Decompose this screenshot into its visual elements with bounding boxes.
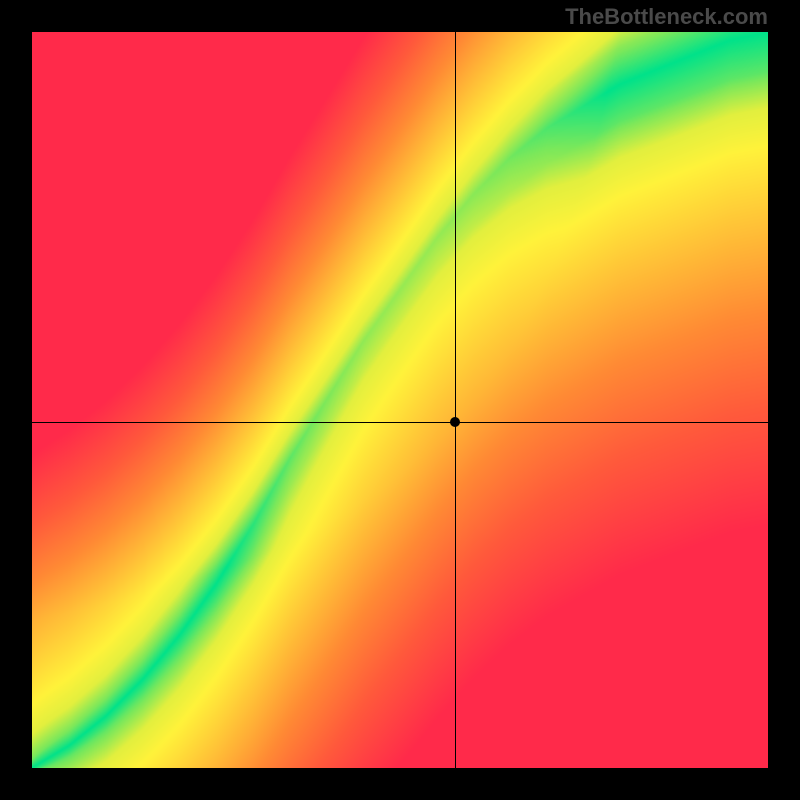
crosshair-horizontal xyxy=(32,422,768,423)
marker-dot xyxy=(450,417,460,427)
heatmap-canvas xyxy=(32,32,768,768)
watermark-text: TheBottleneck.com xyxy=(565,4,768,30)
crosshair-vertical xyxy=(455,32,456,768)
bottleneck-heatmap xyxy=(32,32,768,768)
